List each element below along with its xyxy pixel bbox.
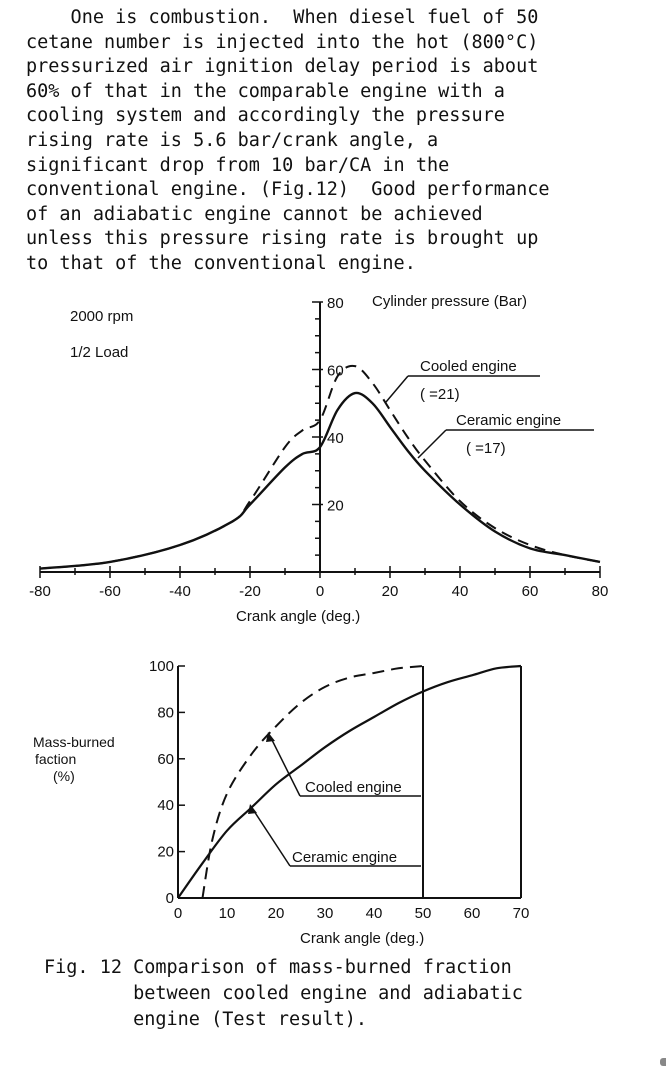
series-lines	[177, 664, 522, 899]
figure-caption: Fig. 12 Comparison of mass-burned fracti…	[44, 955, 523, 1033]
x-axis-label: Crank angle (deg.)	[236, 608, 360, 625]
note-load: 1/2 Load	[70, 344, 128, 361]
x-tick-label: 70	[513, 905, 530, 922]
x-tick-label: 10	[219, 905, 236, 922]
leader-line	[251, 807, 291, 867]
leader-line	[269, 735, 301, 797]
leader-line	[385, 375, 409, 403]
x-tick-label: 20	[382, 583, 399, 600]
paragraph-line: cooling system and accordingly the press…	[26, 105, 505, 127]
paragraph-line: One is combustion. When diesel fuel of 5…	[26, 7, 539, 28]
y-tick-label: 40	[157, 797, 174, 814]
y-tick-label: 80	[157, 704, 174, 721]
series-label: Cooled engine	[305, 779, 402, 796]
series-sublabel: ( =21)	[420, 386, 460, 403]
x-tick-label: 0	[316, 583, 324, 600]
leader-arrowhead	[266, 732, 275, 742]
leader-line	[417, 429, 447, 459]
axes: -80 -60 -40 -20 0 20 40 60 80 20 40 60 80	[29, 295, 608, 600]
paragraph-line: pressurized air ignition delay period is…	[26, 56, 539, 78]
x-axis-label: Crank angle (deg.)	[300, 930, 424, 947]
series-lines	[39, 364, 601, 570]
caption-line: Fig. 12 Comparison of mass-burned fracti…	[44, 957, 512, 978]
paragraph-line: conventional engine. (Fig.12) Good perfo…	[26, 179, 550, 201]
x-tick-label: 20	[268, 905, 285, 922]
x-tick-label: -80	[29, 583, 51, 600]
x-tick-label: 30	[317, 905, 334, 922]
x-tick-label: -20	[239, 583, 261, 600]
axes: 0 20 40 60 80 100 0 10 20 30 40 50 60 70	[149, 658, 529, 922]
x-tick-label: 50	[415, 905, 432, 922]
y-tick-label: 20	[327, 498, 344, 515]
paragraph-line: to that of the conventional engine.	[26, 252, 416, 274]
series-sublabel: ( =17)	[466, 440, 506, 457]
y-tick-label: 60	[157, 751, 174, 768]
note-rpm: 2000 rpm	[70, 308, 133, 325]
x-tick-label: 60	[522, 583, 539, 600]
y-axis-label: Mass-burned	[33, 734, 115, 750]
x-tick-label: -60	[99, 583, 121, 600]
series-label: Ceramic engine	[292, 849, 397, 866]
page-edge-mark	[660, 1058, 666, 1066]
leader-arrowhead	[248, 804, 257, 814]
y-tick-label: 40	[327, 430, 344, 447]
x-tick-label: 40	[452, 583, 469, 600]
y-tick-label: 20	[157, 844, 174, 861]
series-line-cooled-engine	[39, 364, 601, 570]
series-line-ceramic-engine	[177, 664, 522, 899]
x-tick-label: 80	[592, 583, 609, 600]
x-tick-label: 60	[464, 905, 481, 922]
y-axis-label: (%)	[53, 768, 75, 784]
paragraph-line: cetane number is injected into the hot (…	[26, 31, 539, 53]
paragraph-line: unless this pressure rising rate is brou…	[26, 228, 539, 250]
y-tick-label: 100	[149, 658, 174, 675]
x-tick-label: 40	[366, 905, 383, 922]
y-axis-label: faction	[35, 751, 76, 767]
paragraph-line: rising rate is 5.6 bar/crank angle, a	[26, 129, 439, 151]
x-tick-label: 0	[174, 905, 182, 922]
paragraph-line: of an adiabatic engine cannot be achieve…	[26, 203, 483, 225]
y-tick-label: 60	[327, 363, 344, 380]
series-label: Cooled engine	[420, 358, 517, 375]
series-line-cooled-engine	[201, 665, 424, 899]
cylinder-pressure-chart: -80 -60 -40 -20 0 20 40 60 80 20 40 60 80 2000 rpm 1…	[29, 293, 608, 625]
x-tick-label: -40	[169, 583, 191, 600]
body-paragraph: One is combustion. When diesel fuel of 5…	[26, 6, 651, 277]
caption-line: between cooled engine and adiabatic	[44, 983, 523, 1004]
paragraph-line: significant drop from 10 bar/CA in the	[26, 154, 450, 176]
y-axis-label: Cylinder pressure (Bar)	[372, 293, 527, 310]
series-label: Ceramic engine	[456, 412, 561, 429]
series-line-ceramic-engine	[39, 391, 601, 570]
caption-line: engine (Test result).	[44, 1009, 368, 1030]
y-tick-label: 80	[327, 295, 344, 312]
paragraph-line: 60% of that in the comparable engine wit…	[26, 80, 505, 102]
y-tick-label: 0	[166, 890, 174, 907]
